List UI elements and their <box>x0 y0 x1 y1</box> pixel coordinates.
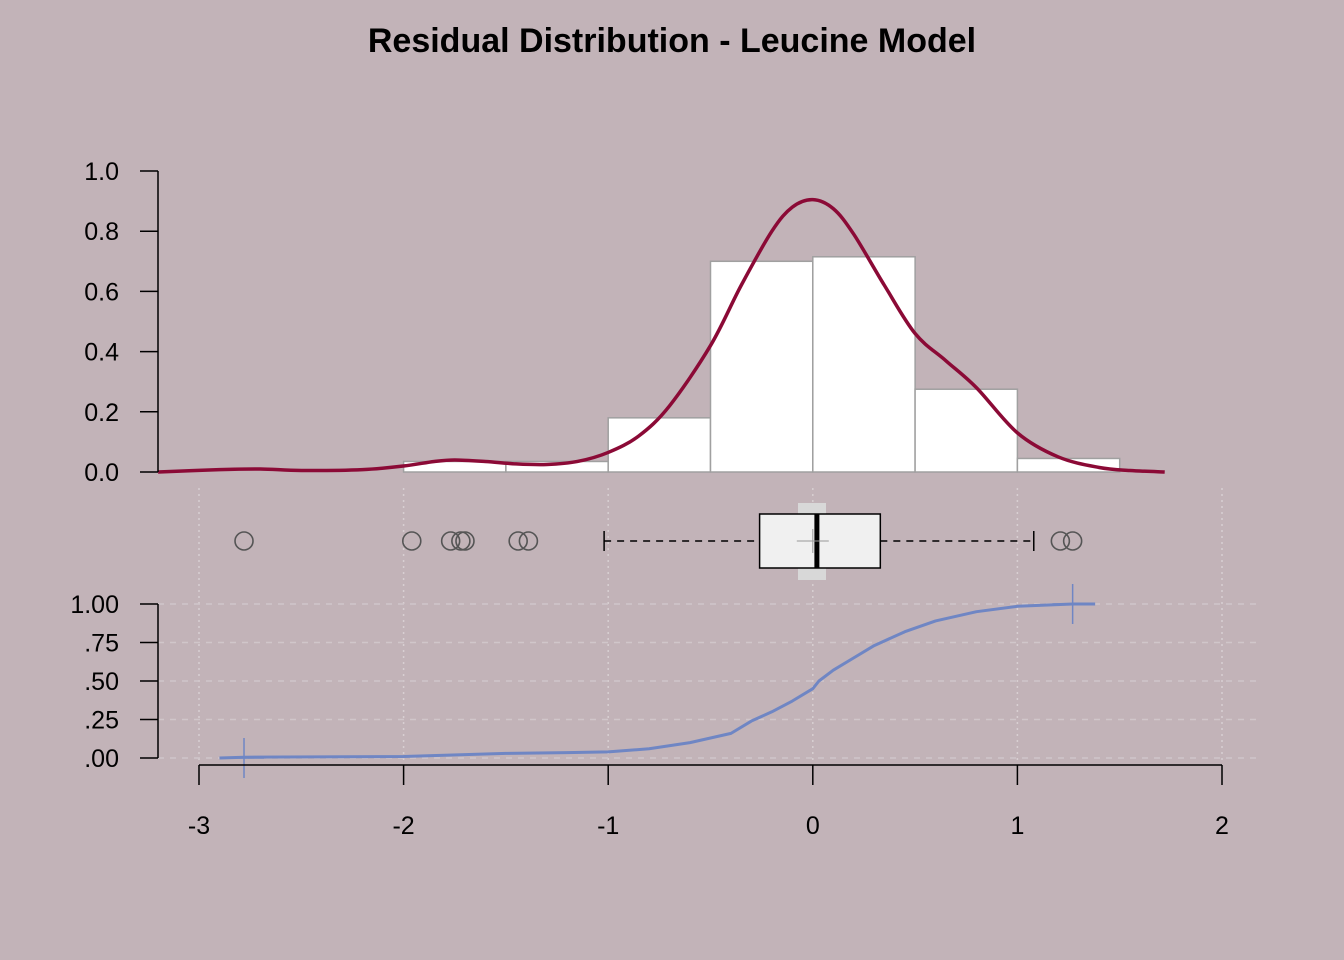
x-tick-label: 0 <box>806 812 820 840</box>
x-tick-label: 1 <box>1010 812 1024 840</box>
outlier-point <box>1062 531 1083 551</box>
ecdf-line <box>219 602 1096 760</box>
outlier-point <box>234 531 254 551</box>
chart-title: Residual Distribution - Leucine Model <box>368 22 976 60</box>
histogram-y-tick-label: 0.8 <box>84 218 119 246</box>
density-curve <box>158 197 1165 474</box>
x-tick-label: -3 <box>188 812 210 840</box>
x-tick-label: -2 <box>392 812 414 840</box>
outlier-point <box>518 531 539 551</box>
histogram-y-tick-label: 0.4 <box>84 339 119 367</box>
histogram-bar <box>812 256 916 473</box>
ecdf-y-tick-label: .00 <box>84 745 119 773</box>
ecdf-panel: .00 .25 .50 .75 1.00 <box>70 584 1096 778</box>
histogram-bar <box>914 388 1019 473</box>
ecdf-y-tick-label: .75 <box>84 630 119 658</box>
outlier-point <box>455 531 475 551</box>
ecdf-y-tick-label: .50 <box>84 668 119 696</box>
chart-grid <box>158 488 1262 760</box>
x-axis: -3 -2 -1 0 1 2 <box>188 764 1229 840</box>
outlier-point <box>451 531 471 551</box>
histogram-y-tick-label: 0.0 <box>84 459 119 487</box>
x-tick-label: 2 <box>1215 812 1229 840</box>
histogram-y-tick-label: 1.0 <box>84 158 119 186</box>
boxplot-panel <box>234 503 1083 580</box>
outlier-point <box>1050 531 1071 551</box>
ecdf-y-tick-label: 1.00 <box>70 591 119 619</box>
histogram-y-tick-label: 0.6 <box>84 278 119 306</box>
histogram-bar <box>709 260 814 473</box>
histogram-panel: 0.0 0.2 0.4 0.6 0.8 1.0 <box>84 158 1165 487</box>
outlier-point <box>508 531 528 551</box>
outlier-point <box>440 531 461 551</box>
histogram-bar <box>1016 457 1121 473</box>
ecdf-y-tick-label: .25 <box>84 707 119 735</box>
x-tick-label: -1 <box>597 812 619 840</box>
histogram-y-tick-label: 0.2 <box>84 399 119 427</box>
outlier-point <box>401 531 422 551</box>
